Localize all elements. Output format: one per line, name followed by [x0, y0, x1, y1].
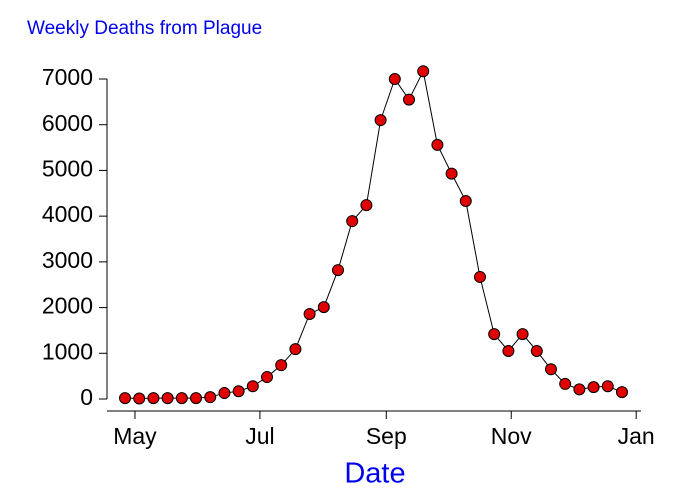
- point: [346, 215, 359, 228]
- point: [147, 392, 160, 405]
- x-axis-label: Date: [344, 458, 405, 490]
- point: [232, 385, 245, 398]
- point: [445, 167, 458, 180]
- point: [587, 381, 600, 394]
- point: [119, 392, 132, 405]
- point: [388, 73, 401, 85]
- y-tick-label: 0: [80, 384, 93, 410]
- point: [601, 380, 614, 393]
- point: [175, 392, 188, 405]
- point: [559, 377, 572, 390]
- y-tick-label: 5000: [42, 156, 93, 182]
- y-tick-label: 6000: [42, 110, 93, 136]
- point: [133, 392, 146, 405]
- y-tick-label: 7000: [42, 64, 93, 90]
- point: [261, 371, 274, 384]
- point: [317, 301, 330, 314]
- point: [417, 65, 430, 78]
- point: [218, 387, 231, 400]
- point: [488, 328, 501, 341]
- y-tick-label: 2000: [42, 293, 93, 319]
- x-tick-label: Jan: [618, 423, 655, 449]
- point: [615, 386, 628, 399]
- point: [516, 328, 529, 341]
- point: [402, 93, 415, 106]
- point: [502, 345, 515, 357]
- point: [190, 392, 203, 405]
- point: [360, 199, 373, 212]
- point: [573, 383, 586, 396]
- x-tick-label: Sep: [366, 423, 407, 449]
- x-tick-label: Jul: [245, 423, 274, 449]
- point: [161, 392, 174, 405]
- point: [275, 359, 288, 372]
- y-tick-label: 1000: [42, 338, 93, 364]
- point: [473, 270, 486, 283]
- y-tick-label: 3000: [42, 247, 93, 273]
- point: [544, 363, 557, 376]
- x-tick-label: May: [113, 423, 157, 449]
- point: [459, 195, 472, 208]
- point: [374, 114, 387, 127]
- y-tick-label: 4000: [42, 201, 93, 227]
- point: [303, 307, 316, 320]
- chart-title: Weekly Deaths from Plague: [27, 18, 262, 39]
- x-tick-label: Nov: [491, 423, 532, 449]
- line: [125, 69, 623, 400]
- point: [204, 391, 217, 404]
- point: [246, 380, 259, 393]
- point: [431, 138, 444, 151]
- point: [530, 345, 543, 357]
- point: [332, 264, 345, 277]
- point: [289, 343, 302, 356]
